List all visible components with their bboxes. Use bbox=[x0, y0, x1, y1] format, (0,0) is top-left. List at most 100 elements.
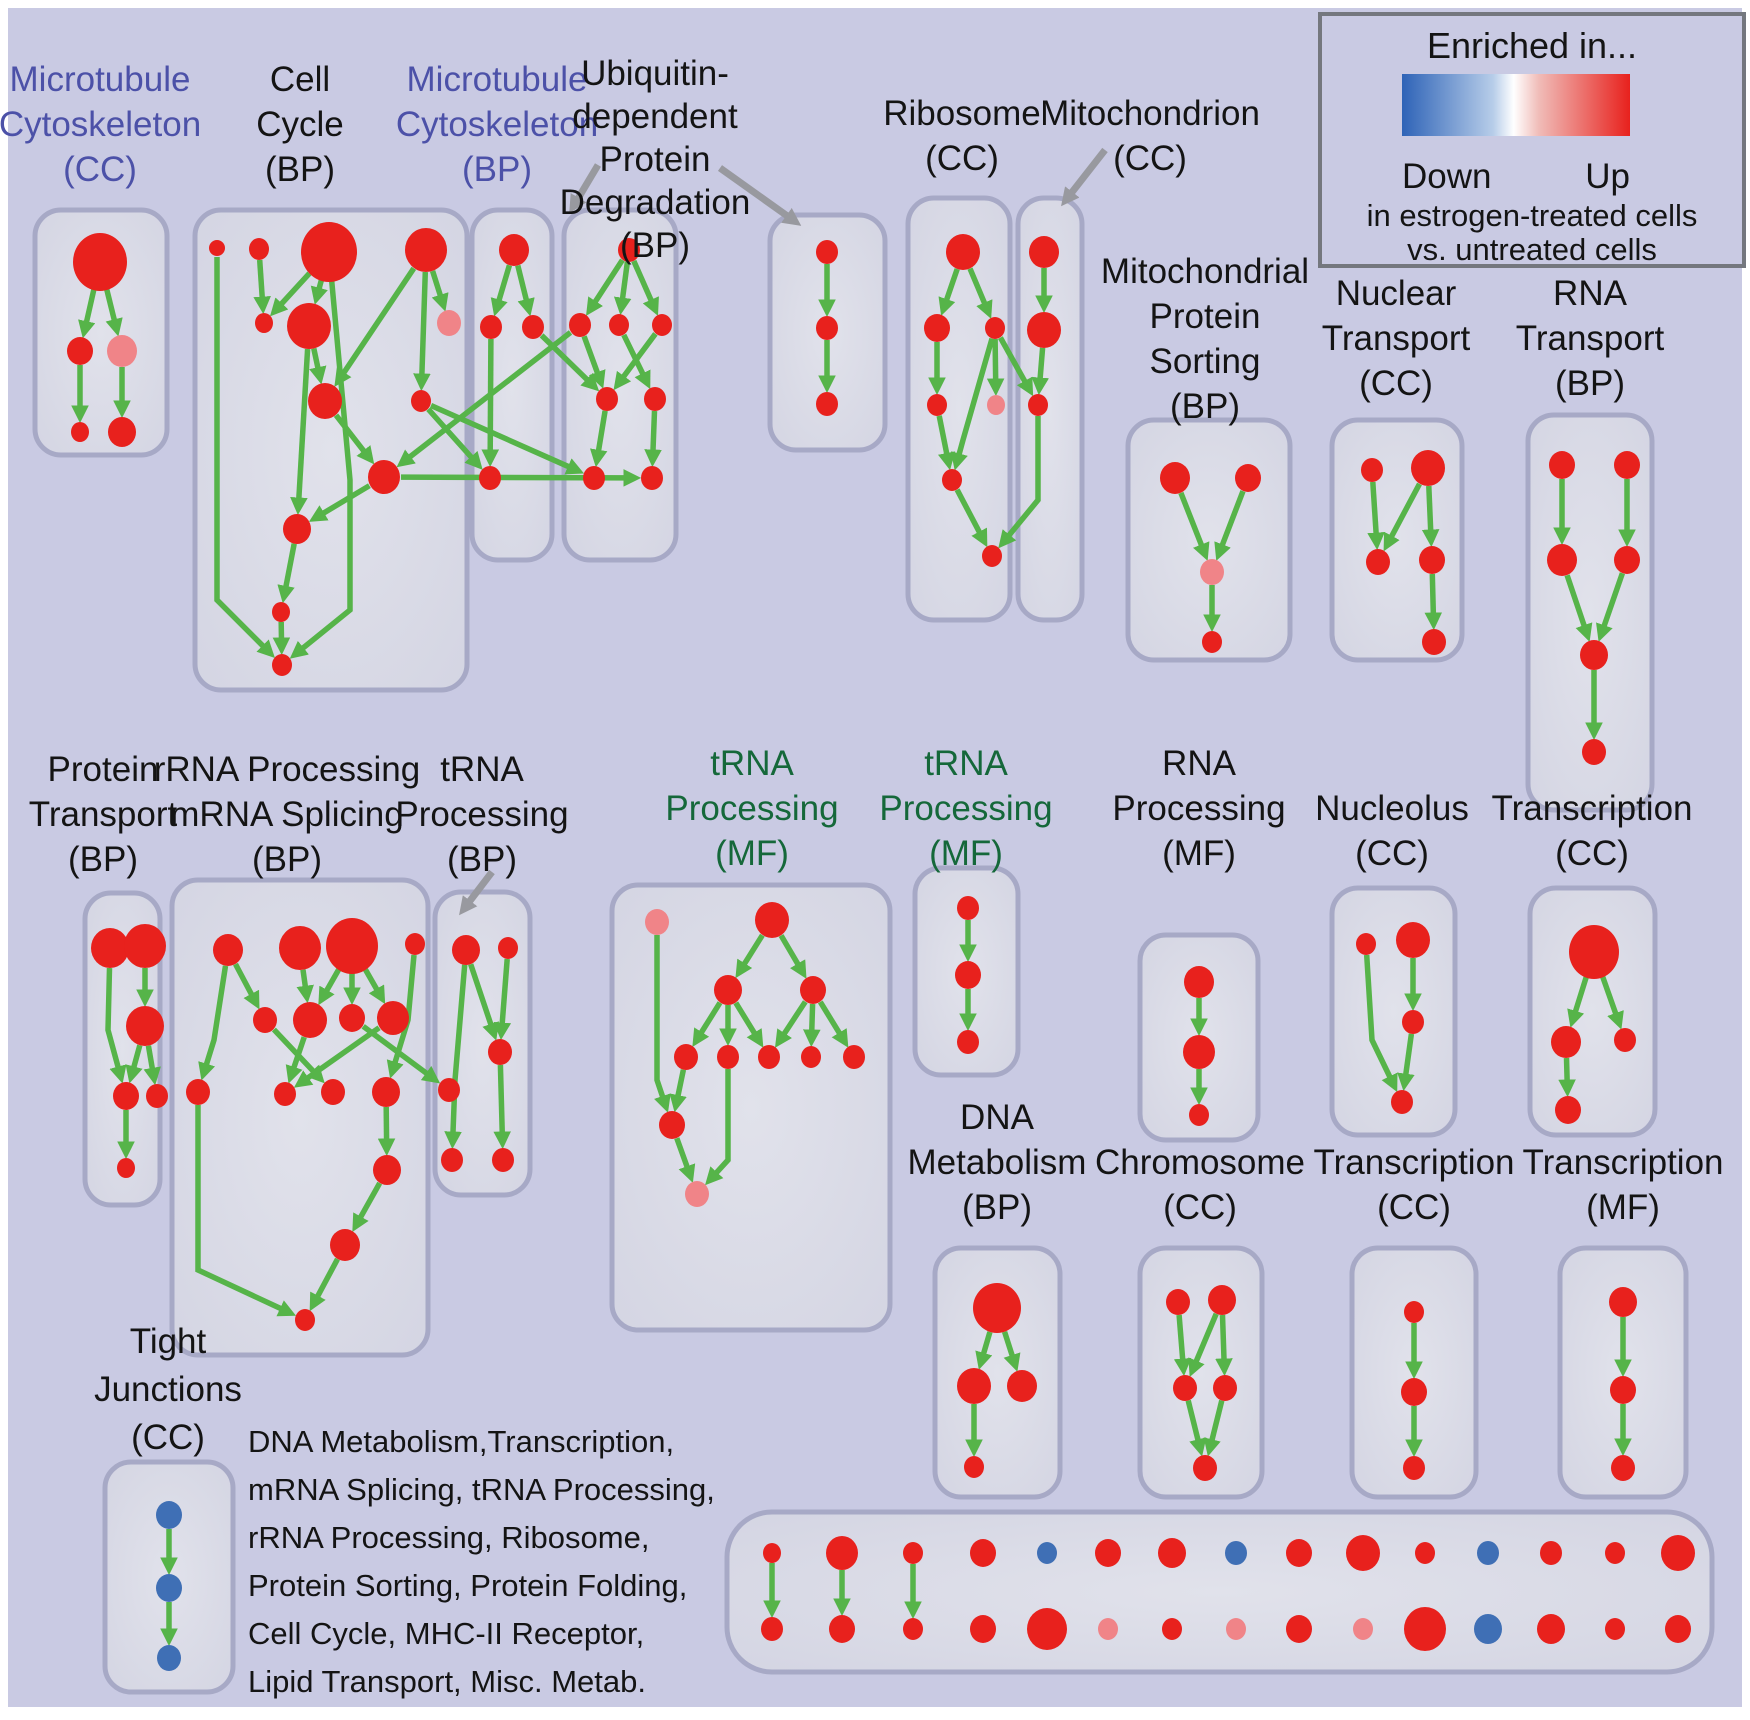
node-trna-mf-big-g4 bbox=[800, 976, 826, 1004]
cluster-label-line: mRNA Splicing bbox=[170, 795, 403, 834]
node-trna-mf-big-g10 bbox=[659, 1111, 685, 1139]
node-nuclear-transport-nt5 bbox=[1422, 629, 1446, 655]
node-misc-enrichment-c6b bbox=[1098, 1618, 1118, 1640]
node-rrna-q1 bbox=[213, 934, 243, 966]
node-dna-metabolism-d1 bbox=[973, 1283, 1021, 1333]
node-misc-enrichment-c15b bbox=[1665, 1615, 1691, 1643]
node-transcription-cc-r3-y1 bbox=[1404, 1301, 1424, 1323]
cluster-label-line: (CC) bbox=[1555, 834, 1629, 873]
node-protein-transport-pt2 bbox=[124, 924, 166, 968]
cluster-label-line: (BP) bbox=[265, 150, 335, 189]
node-cell-cycle-cc13 bbox=[272, 654, 292, 676]
cluster-label-line: (BP) bbox=[447, 840, 517, 879]
edge-cell-cycle-cc3-cc6 bbox=[318, 280, 321, 291]
node-misc-enrichment-c13b bbox=[1537, 1614, 1565, 1644]
node-rna-transport-rt2 bbox=[1614, 451, 1640, 479]
cluster-label-line: Cytoskeleton bbox=[0, 105, 201, 144]
node-misc-enrichment-c12b bbox=[1474, 1614, 1502, 1644]
node-ub-a-u6 bbox=[644, 387, 666, 411]
cluster-label-line: Transport bbox=[29, 795, 178, 834]
node-misc-enrichment-c9t bbox=[1286, 1539, 1312, 1567]
legend-subtitle-line2: vs. untreated cells bbox=[1407, 232, 1657, 267]
cluster-label-line: Tight bbox=[130, 1322, 207, 1361]
node-nuclear-transport-nt3 bbox=[1366, 549, 1390, 575]
node-rrna-q7 bbox=[339, 1004, 365, 1032]
cluster-label-line: Sorting bbox=[1150, 342, 1261, 381]
node-nuclear-transport-nt1 bbox=[1361, 458, 1383, 482]
legend-subtitle-line1: in estrogen-treated cells bbox=[1367, 198, 1698, 233]
node-ribosome-r6 bbox=[942, 469, 962, 491]
node-nuclear-transport-nt4 bbox=[1419, 546, 1445, 574]
edge-cell-cycle-cc2-cc5 bbox=[260, 260, 263, 300]
node-transcription-cc-r2-x3 bbox=[1614, 1028, 1636, 1052]
node-ub-b-b1 bbox=[816, 240, 838, 264]
node-cell-cycle-cc5 bbox=[255, 313, 273, 333]
node-misc-enrichment-c2t bbox=[826, 1536, 858, 1570]
node-cell-cycle-cc11 bbox=[283, 514, 311, 544]
node-transcription-mf-z3 bbox=[1611, 1455, 1635, 1481]
cluster-label-line: Transport bbox=[1516, 319, 1665, 358]
node-cell-cycle-cc12 bbox=[272, 602, 290, 622]
node-protein-transport-pt1 bbox=[91, 928, 129, 968]
node-rna-transport-rt4 bbox=[1614, 546, 1640, 574]
cluster-label-line: Microtubule bbox=[407, 60, 588, 99]
node-rrna-q13 bbox=[373, 1155, 401, 1185]
misc-category-line: rRNA Processing, Ribosome, bbox=[248, 1520, 649, 1555]
cluster-label-line: (CC) bbox=[1113, 139, 1187, 178]
node-rrna-q9 bbox=[186, 1079, 210, 1105]
node-mt-bp-m3 bbox=[522, 315, 544, 339]
node-trna-bp-t1 bbox=[452, 935, 480, 965]
cluster-label-line: (CC) bbox=[1355, 834, 1429, 873]
cluster-label-line: tRNA bbox=[710, 744, 794, 783]
node-ub-a-u8 bbox=[641, 466, 663, 490]
node-rrna-q4 bbox=[405, 933, 425, 955]
node-trna-mf-big-g8 bbox=[801, 1046, 821, 1068]
node-misc-enrichment-c4b bbox=[970, 1615, 996, 1643]
edge-cell-cycle-cc4-cc9 bbox=[422, 272, 426, 377]
node-ub-a-u5 bbox=[596, 387, 618, 411]
node-cell-cycle-cc1 bbox=[209, 240, 225, 256]
node-chromosome-h2 bbox=[1208, 1285, 1236, 1315]
legend-down-label: Down bbox=[1402, 157, 1491, 196]
node-mt-cc-b bbox=[67, 337, 93, 365]
cluster-box-misc-enrichment bbox=[727, 1512, 1712, 1672]
node-misc-enrichment-c2b bbox=[829, 1615, 855, 1643]
node-chromosome-h3 bbox=[1173, 1375, 1197, 1401]
cluster-label-line: Junctions bbox=[94, 1370, 242, 1409]
node-transcription-cc-r2-x1 bbox=[1569, 925, 1619, 979]
node-ribosome-r3 bbox=[985, 317, 1005, 339]
cluster-label-line: Protein bbox=[1150, 297, 1261, 336]
node-misc-enrichment-c7t bbox=[1158, 1538, 1186, 1568]
node-tight-junctions-j1 bbox=[156, 1501, 182, 1529]
cluster-label-line: (BP) bbox=[962, 1188, 1032, 1227]
cluster-label-line: Metabolism bbox=[908, 1143, 1087, 1182]
node-rrna-q11 bbox=[321, 1079, 345, 1105]
node-transcription-cc-r3-y2 bbox=[1401, 1378, 1427, 1406]
node-rrna-q8 bbox=[377, 1001, 409, 1035]
node-mps-p4 bbox=[1202, 631, 1222, 653]
cluster-label-line: (CC) bbox=[1359, 364, 1433, 403]
cluster-box-mps bbox=[1128, 420, 1290, 660]
node-mt-cc-a bbox=[73, 233, 127, 291]
cluster-label-line: (BP) bbox=[462, 150, 532, 189]
node-mito-mo1 bbox=[1029, 236, 1059, 268]
node-rna-transport-rt1 bbox=[1549, 451, 1575, 479]
cluster-label-line: (MF) bbox=[1586, 1188, 1660, 1227]
misc-category-line: mRNA Splicing, tRNA Processing, bbox=[248, 1472, 715, 1507]
node-misc-enrichment-c13t bbox=[1540, 1541, 1562, 1565]
cluster-label-line: Chromosome bbox=[1095, 1143, 1305, 1182]
node-protein-transport-pt5 bbox=[146, 1084, 168, 1108]
node-ub-a-u4 bbox=[652, 314, 672, 336]
node-trna-mf-small-s2 bbox=[955, 961, 981, 989]
node-misc-enrichment-c6t bbox=[1095, 1539, 1121, 1567]
node-misc-enrichment-c15t bbox=[1661, 1535, 1695, 1571]
edge-trna-bp-t3-t6 bbox=[500, 1065, 502, 1135]
node-cell-cycle-cc2 bbox=[249, 238, 269, 260]
node-misc-enrichment-c10b bbox=[1353, 1618, 1373, 1640]
legend-up-label: Up bbox=[1585, 157, 1630, 196]
node-rna-transport-rt3 bbox=[1547, 544, 1577, 576]
node-ribosome-r1 bbox=[946, 234, 980, 270]
cluster-label-line: Processing bbox=[665, 789, 838, 828]
